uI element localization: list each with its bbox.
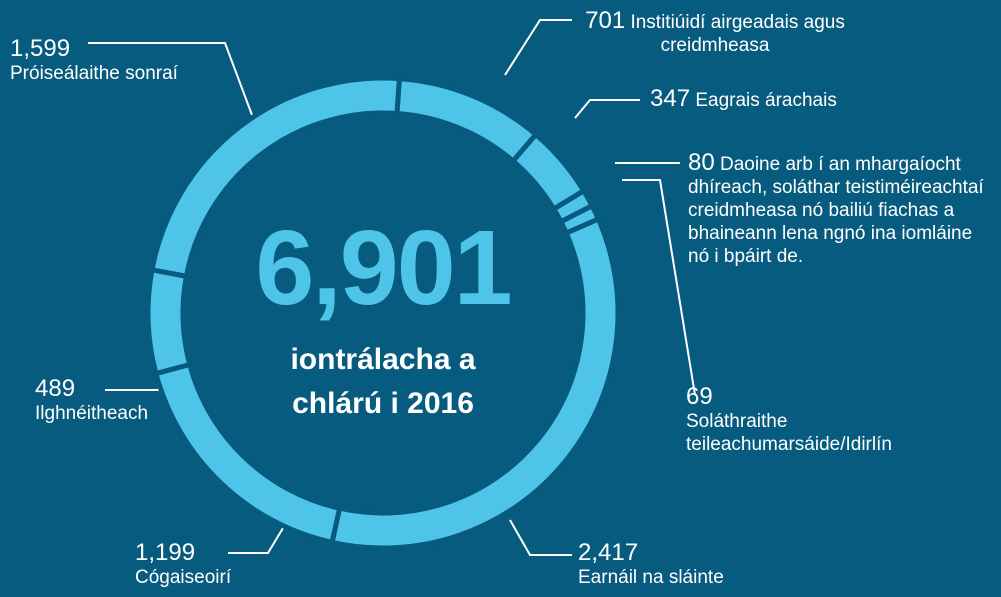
category-label: Cógaiseoirí: [135, 567, 232, 588]
value-label: 1,199: [135, 539, 196, 566]
category-label: Próiseálaithe sonraí: [10, 63, 178, 84]
leader-line: [88, 42, 253, 116]
value-label: 80: [688, 149, 715, 176]
subtitle: iontrálacha a chlárú i 2016: [290, 343, 476, 420]
donut-segment: [149, 75, 403, 280]
slice-label: 2,417 Earnáil na sláinte: [578, 540, 878, 589]
value-label: 489: [35, 375, 76, 402]
slice-label: 489 Ilghnéitheach: [35, 376, 235, 425]
leader-line: [509, 519, 572, 556]
slice-label: 69 Soláthraithe teileachumarsáide/Idirlín: [686, 384, 996, 456]
value-label: 347: [650, 85, 691, 112]
category-label: Ilghnéitheach: [35, 403, 149, 424]
category-label: Soláthraithe teileachumarsáide/Idirlín: [686, 411, 892, 455]
category-label: Daoine arb í an mhargaíocht dhíreach, so…: [688, 154, 984, 267]
slice-label: 1,599 Próiseálaithe sonraí: [10, 36, 270, 85]
leader-line: [622, 179, 696, 396]
category-label: Institiúidí airgeadais agus creidmheasa: [630, 12, 845, 56]
slice-label: 347 Eagrais árachais: [650, 86, 970, 112]
value-label: 69: [686, 383, 713, 410]
slice-label: 701 Institiúidí airgeadais agus creidmhe…: [565, 8, 865, 57]
total: 6,901: [255, 209, 512, 327]
category-label: Earnáil na sláinte: [578, 567, 724, 588]
category-label: Eagrais árachais: [695, 90, 837, 111]
leader-line: [504, 19, 572, 76]
leader-line: [574, 99, 640, 119]
donut-segment: [394, 75, 540, 165]
value-label: 701: [585, 7, 626, 34]
value-label: 1,599: [10, 35, 71, 62]
slice-label: 80 Daoine arb í an mhargaíocht dhíreach,…: [688, 150, 988, 268]
slice-label: 1,199 Cógaiseoirí: [135, 540, 335, 589]
value-label: 2,417: [578, 539, 639, 566]
